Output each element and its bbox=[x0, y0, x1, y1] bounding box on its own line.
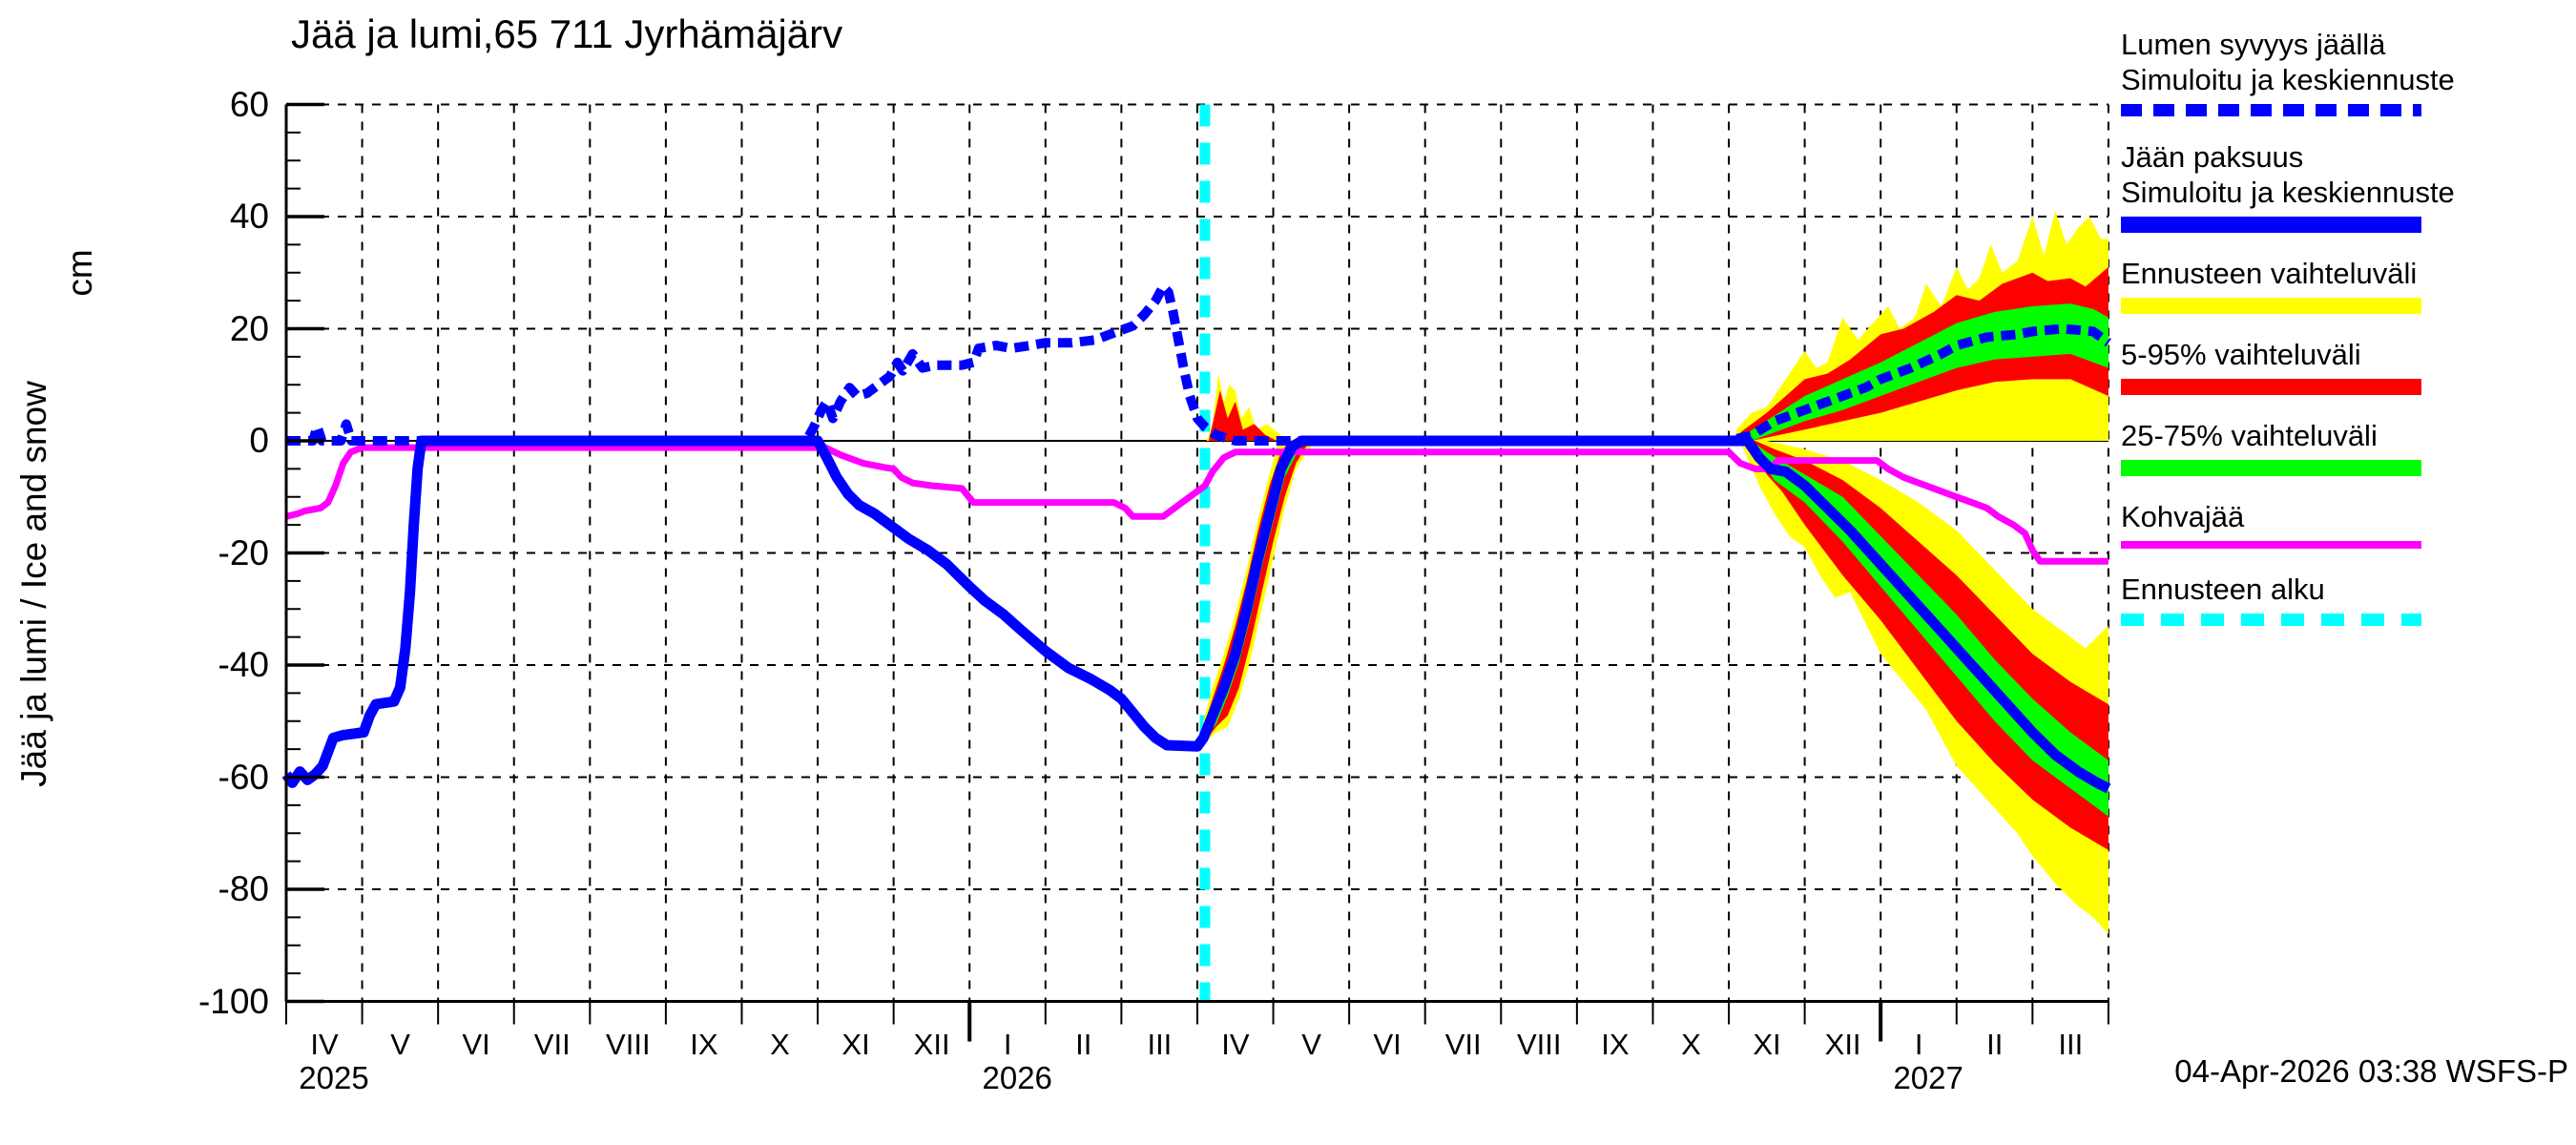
x-month-label: XI bbox=[841, 1028, 870, 1061]
x-month-label: VIII bbox=[1517, 1028, 1562, 1061]
kohvajaa-line bbox=[285, 444, 2109, 565]
legend-item-2: Ennusteen vaihteluväli bbox=[2121, 256, 2569, 314]
y-axis-unit-label: cm bbox=[60, 249, 99, 297]
y-tick-label: -100 bbox=[197, 981, 269, 1021]
x-month-label: XI bbox=[1753, 1028, 1781, 1061]
legend-label: Simuloitu ja keskiennuste bbox=[2121, 63, 2455, 96]
snow-depth-line bbox=[286, 281, 2111, 446]
x-year-label: 2025 bbox=[299, 1060, 369, 1095]
x-month-label: VIII bbox=[606, 1028, 651, 1061]
x-month-label: III bbox=[1147, 1028, 1173, 1061]
timestamp: 04-Apr-2026 03:38 WSFS-P bbox=[2174, 1053, 2568, 1089]
legend-swatch bbox=[2121, 298, 2421, 314]
legend: Lumen syvyys jäällä Simuloitu ja keskienn… bbox=[2121, 27, 2569, 649]
x-month-label: XII bbox=[913, 1028, 950, 1061]
x-month-label: VII bbox=[533, 1028, 571, 1061]
band-winter2027-snow-25-75 bbox=[1743, 303, 2109, 441]
band-winter2027-ice-5-95 bbox=[1743, 441, 2109, 850]
x-month-label: X bbox=[1681, 1028, 1701, 1061]
legend-label: Kohvajää bbox=[2121, 500, 2245, 533]
x-month-label: I bbox=[1003, 1028, 1012, 1061]
legend-label: Ennusteen vaihteluväli bbox=[2121, 257, 2418, 290]
legend-label: 25-75% vaihteluväli bbox=[2121, 419, 2378, 452]
x-month-label: IX bbox=[1601, 1028, 1630, 1061]
x-year-label: 2027 bbox=[1893, 1060, 1963, 1095]
y-tick-label: 0 bbox=[249, 421, 269, 460]
legend-swatch bbox=[2121, 217, 2421, 233]
x-month-label: II bbox=[1075, 1028, 1092, 1061]
y-tick-label: 40 bbox=[229, 197, 269, 236]
x-month-label: IV bbox=[310, 1028, 339, 1061]
x-month-label: VI bbox=[1373, 1028, 1402, 1061]
y-axis-label: Jää ja lumi / Ice and snow bbox=[14, 381, 53, 787]
x-month-label: IV bbox=[1221, 1028, 1250, 1061]
x-month-label: V bbox=[390, 1028, 410, 1061]
legend-swatch bbox=[2121, 104, 2421, 116]
y-tick-label: 60 bbox=[229, 84, 269, 124]
x-month-label: VI bbox=[462, 1028, 490, 1061]
x-month-label: I bbox=[1914, 1028, 1923, 1061]
legend-item-1: Jään paksuus Simuloitu ja keskiennuste bbox=[2121, 139, 2569, 233]
y-tick-label: -80 bbox=[218, 869, 269, 908]
legend-label: 5-95% vaihteluväli bbox=[2121, 338, 2361, 371]
x-month-label: VII bbox=[1444, 1028, 1482, 1061]
x-month-label: X bbox=[770, 1028, 790, 1061]
y-tick-label: -60 bbox=[218, 757, 269, 797]
legend-item-4: 25-75% vaihteluväli bbox=[2121, 418, 2569, 476]
x-month-label: III bbox=[2058, 1028, 2084, 1061]
y-tick-label: 20 bbox=[229, 308, 269, 348]
legend-label: Ennusteen alku bbox=[2121, 572, 2325, 606]
legend-swatch bbox=[2121, 541, 2421, 549]
page-title: Jää ja lumi,65 711 Jyrhämäjärv bbox=[291, 11, 843, 56]
legend-label: Jään paksuus bbox=[2121, 140, 2304, 174]
legend-label: Simuloitu ja keskiennuste bbox=[2121, 176, 2455, 209]
x-month-label: IX bbox=[690, 1028, 718, 1061]
band-winter2027-ice-total bbox=[1740, 441, 2109, 934]
legend-swatch bbox=[2121, 460, 2421, 476]
x-year-label: 2026 bbox=[982, 1060, 1052, 1095]
ice-thickness-line bbox=[281, 435, 2111, 794]
y-tick-label: -40 bbox=[218, 645, 269, 684]
x-month-label: XII bbox=[1824, 1028, 1861, 1061]
band-spring2026-snow-5-95 bbox=[1208, 390, 1278, 441]
legend-item-0: Lumen syvyys jäällä Simuloitu ja keskienn… bbox=[2121, 27, 2569, 116]
legend-item-3: 5-95% vaihteluväli bbox=[2121, 337, 2569, 395]
legend-item-6: Ennusteen alku bbox=[2121, 572, 2569, 626]
legend-item-5: Kohvajää bbox=[2121, 499, 2569, 549]
legend-swatch bbox=[2121, 614, 2421, 626]
legend-label: Lumen syvyys jäällä bbox=[2121, 28, 2386, 61]
legend-swatch bbox=[2121, 379, 2421, 395]
x-month-label: II bbox=[1986, 1028, 2004, 1061]
y-tick-label: -20 bbox=[218, 532, 269, 572]
x-month-label: V bbox=[1301, 1028, 1321, 1061]
